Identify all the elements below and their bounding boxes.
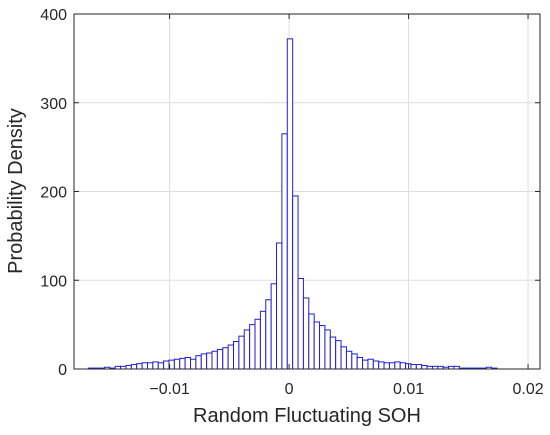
histogram-bar: [302, 297, 310, 370]
histogram-bar: [195, 355, 202, 370]
histogram-bar: [270, 283, 278, 370]
y-axis-label: Probability Density: [5, 108, 27, 274]
histogram-bar: [410, 364, 417, 370]
histogram-bar: [399, 362, 407, 370]
y-tick-label: 100: [40, 273, 67, 290]
histogram-bar: [173, 358, 181, 370]
histogram-bar: [222, 347, 229, 370]
histogram-bar: [394, 361, 401, 370]
histogram-bar: [281, 133, 288, 370]
histogram-bar: [249, 324, 256, 370]
histogram-bar: [152, 361, 159, 370]
histogram-bar: [308, 313, 315, 370]
histogram-bar: [227, 344, 235, 370]
histogram-bar: [265, 299, 272, 370]
histogram-bar: [259, 310, 267, 370]
histogram-bar: [345, 350, 353, 370]
histogram-bar: [324, 329, 331, 370]
histogram-bar: [179, 357, 186, 370]
histogram-bar: [276, 242, 283, 370]
histogram-bar: [378, 361, 385, 370]
histogram-bar: [362, 359, 369, 370]
x-axis-ticks: −0.01 0 0.01 0.02: [149, 14, 544, 398]
histogram-bar: [340, 346, 347, 370]
histogram-bar: [163, 360, 170, 370]
y-tick-label: 0: [58, 362, 67, 379]
histogram-bar: [136, 363, 143, 370]
histogram-bar: [157, 362, 165, 370]
y-tick-label: 300: [40, 96, 67, 113]
y-tick-label: 400: [40, 7, 67, 24]
x-axis-label: Random Fluctuating SOH: [193, 405, 421, 427]
histogram-bar: [141, 362, 148, 370]
histogram-bar: [372, 360, 380, 370]
histogram-bar: [286, 38, 294, 370]
histogram-bar: [216, 348, 224, 370]
histogram-bar: [319, 325, 326, 370]
histogram-bar: [211, 350, 218, 370]
histogram-bar: [200, 353, 208, 370]
x-tick-label: 0.02: [512, 381, 543, 398]
histogram-bar: [254, 318, 261, 370]
histogram-bar: [206, 352, 213, 370]
histogram-bar: [313, 321, 321, 370]
histogram-bar: [190, 358, 197, 370]
histogram-bar: [238, 335, 245, 370]
histogram-bar: [367, 358, 374, 370]
histogram-bar: [184, 356, 191, 370]
histogram-bar: [146, 362, 154, 370]
histogram-bar: [351, 353, 358, 370]
histogram-bar: [383, 362, 390, 370]
x-tick-label: 0.01: [393, 381, 424, 398]
histogram-bar: [356, 356, 364, 370]
histogram-bar: [125, 364, 132, 370]
histogram-bar: [421, 364, 428, 370]
y-axis-ticks: 0 100 200 300 400: [40, 7, 540, 379]
histogram-bar: [388, 362, 396, 370]
histogram-bar: [233, 340, 240, 370]
histogram-bar: [297, 277, 304, 370]
histogram-bar: [243, 329, 251, 370]
histogram-bar: [329, 336, 337, 370]
histogram-bar: [292, 195, 299, 370]
x-tick-label: 0: [285, 381, 294, 398]
histogram-bars: [87, 38, 498, 370]
histogram-bar: [130, 364, 138, 370]
x-tick-label: −0.01: [149, 381, 190, 398]
histogram-bar: [415, 364, 423, 370]
histogram-bar: [335, 340, 342, 370]
y-tick-label: 200: [40, 185, 67, 202]
